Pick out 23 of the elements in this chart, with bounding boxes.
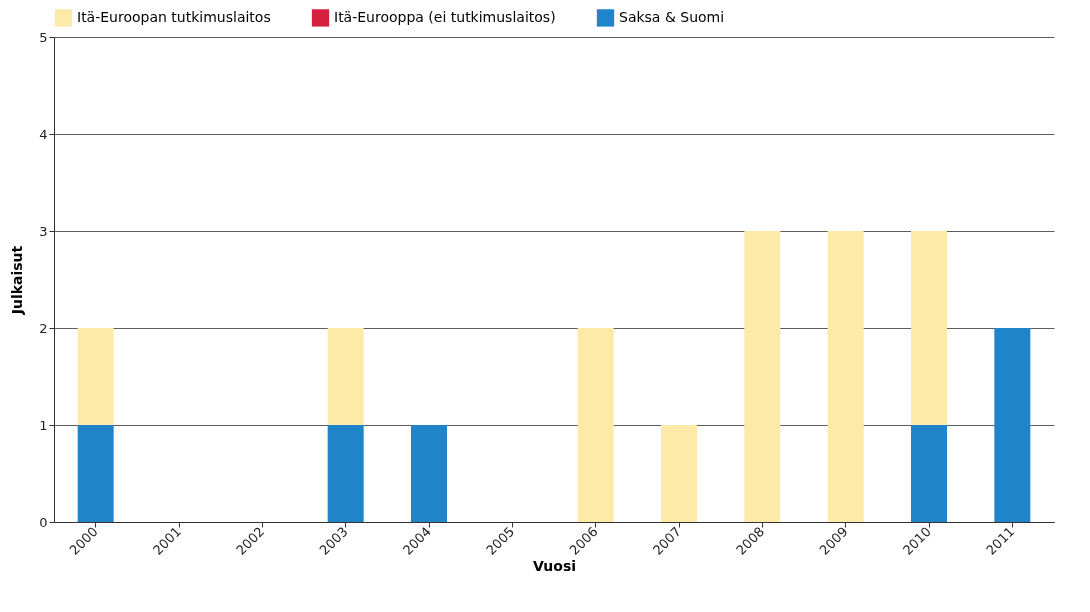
bar [77, 425, 114, 522]
bar [827, 231, 864, 522]
legend-label: Itä-Eurooppa (ei tutkimuslaitos) [334, 8, 556, 25]
legend-label: Itä-Euroopan tutkimuslaitos [77, 8, 271, 25]
bar [911, 425, 947, 522]
bar [661, 425, 697, 522]
y-tick-label: 3 [39, 223, 48, 239]
bar [744, 231, 781, 522]
bar [327, 328, 364, 425]
legend-label: Saksa & Suomi [619, 8, 725, 25]
y-tick-label: 0 [39, 514, 48, 530]
y-tick-label: 1 [39, 417, 48, 433]
y-tick-label: 4 [39, 126, 48, 142]
x-axis-title: Vuosi [532, 557, 577, 574]
y-tick-label: 2 [39, 320, 48, 336]
y-tick-label: 5 [39, 29, 48, 45]
bar [577, 328, 614, 522]
bar [411, 425, 447, 522]
bar [994, 328, 1031, 522]
bar [911, 231, 947, 425]
bar [77, 328, 114, 425]
bar [327, 425, 364, 522]
y-axis-title: Julkaisut [9, 245, 26, 316]
